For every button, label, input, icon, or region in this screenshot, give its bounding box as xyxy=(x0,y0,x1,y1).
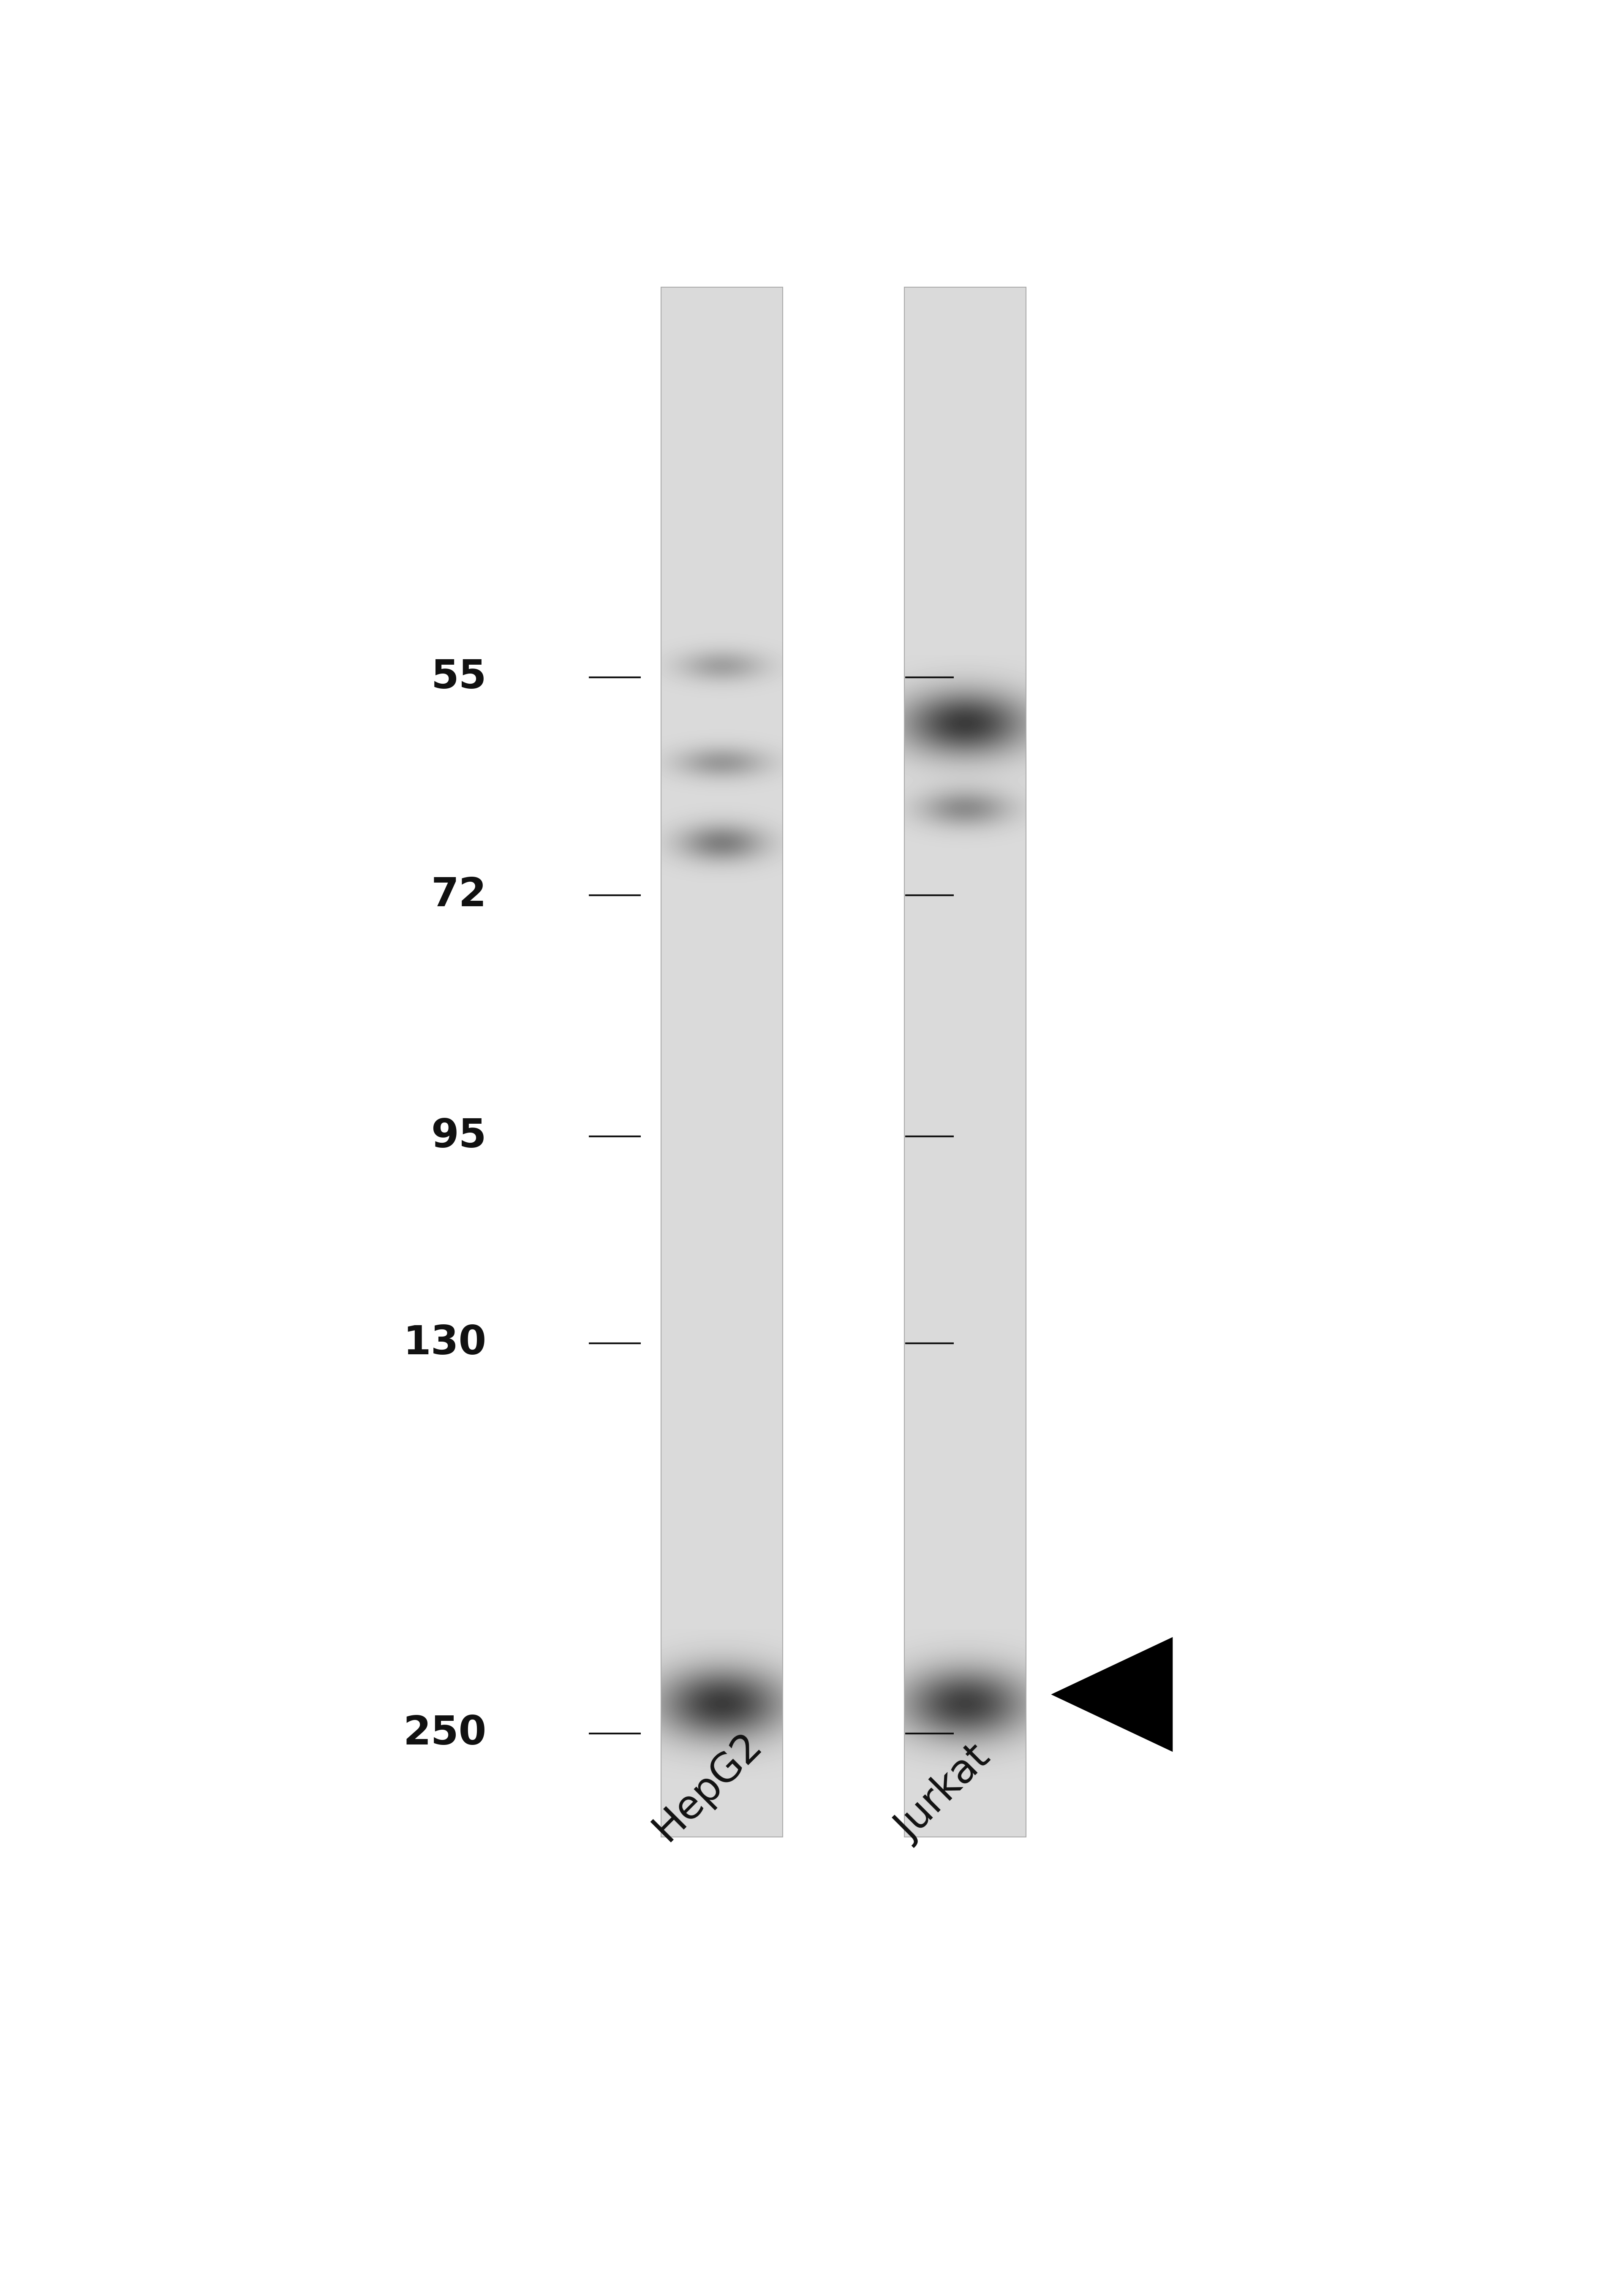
Text: 95: 95 xyxy=(431,1118,487,1155)
Text: 55: 55 xyxy=(431,659,487,696)
Polygon shape xyxy=(1051,1637,1173,1752)
Text: HepG2: HepG2 xyxy=(646,1724,769,1848)
Text: 130: 130 xyxy=(404,1325,487,1362)
Bar xyxy=(662,287,783,1837)
Text: 250: 250 xyxy=(404,1715,487,1752)
Text: Jurkat: Jurkat xyxy=(889,1738,999,1848)
Text: 72: 72 xyxy=(431,877,487,914)
Bar xyxy=(905,287,1027,1837)
